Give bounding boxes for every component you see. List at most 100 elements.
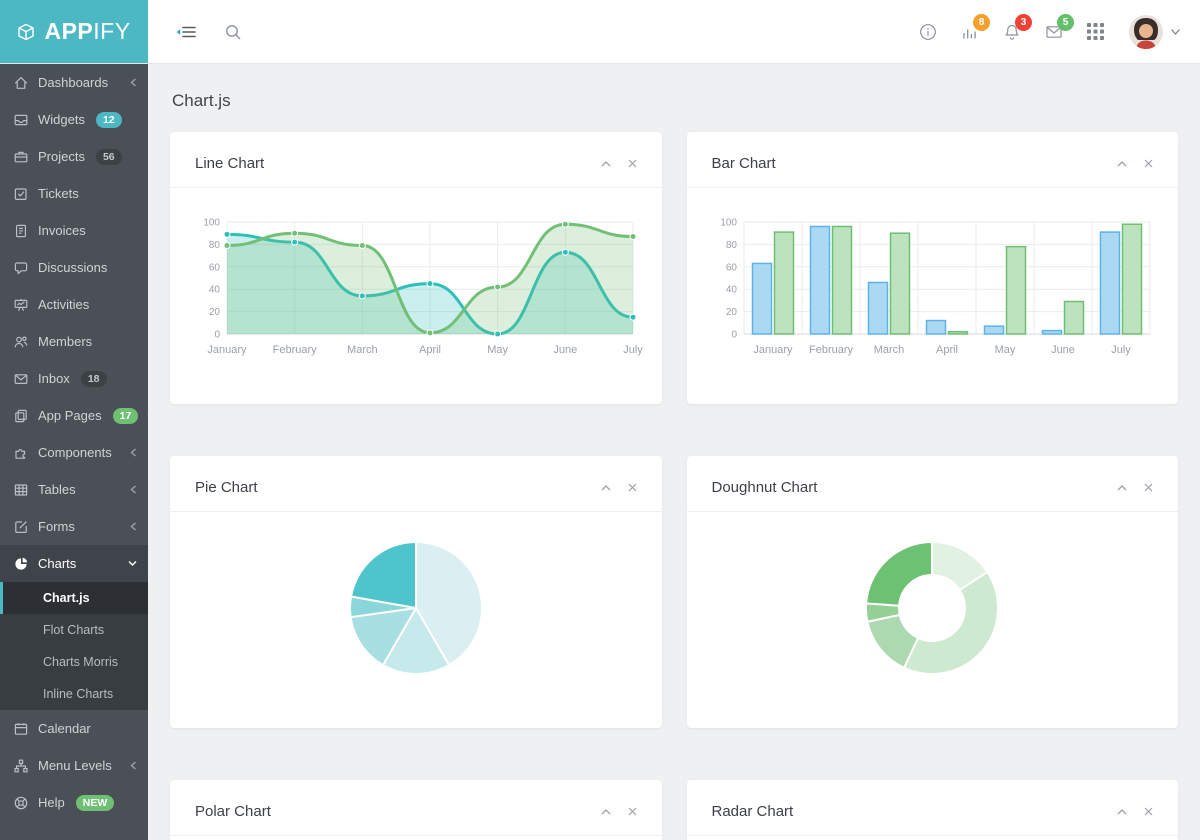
sidebar-item-label: App Pages bbox=[38, 408, 102, 423]
sidebar-item-activities[interactable]: Activities bbox=[0, 286, 148, 323]
sidebar-item-projects[interactable]: Projects 56 bbox=[0, 138, 148, 175]
sidebar-item-widgets[interactable]: Widgets 12 bbox=[0, 101, 148, 138]
sidebar-item-help[interactable]: Help NEW bbox=[0, 784, 148, 821]
card-title: Pie Chart bbox=[195, 479, 258, 496]
svg-text:May: May bbox=[487, 344, 508, 356]
search-button[interactable] bbox=[224, 23, 242, 41]
brand-name-light: IFY bbox=[93, 18, 131, 44]
sidebar-item-discussions[interactable]: Discussions bbox=[0, 249, 148, 286]
briefcase-icon bbox=[14, 151, 28, 162]
navbar-left bbox=[148, 0, 919, 63]
card-header: Radar Chart bbox=[686, 780, 1178, 836]
sidebar-item-label: Tables bbox=[38, 482, 76, 497]
svg-text:40: 40 bbox=[209, 285, 221, 296]
doughnut-chart-canvas bbox=[865, 541, 1000, 675]
messages-badge: 5 bbox=[1057, 13, 1074, 31]
close-button[interactable] bbox=[628, 807, 637, 816]
messages-button[interactable]: 5 bbox=[1045, 13, 1074, 41]
svg-text:July: July bbox=[623, 344, 643, 356]
chevron-left-icon bbox=[130, 485, 136, 494]
collapse-button[interactable] bbox=[601, 807, 611, 816]
sidebar-item-members[interactable]: Members bbox=[0, 323, 148, 360]
pages-icon bbox=[15, 409, 27, 422]
submenu-item-label: Inline Charts bbox=[43, 687, 114, 701]
info-button[interactable] bbox=[919, 23, 937, 41]
bar-chart-card: Bar Chart 0 20 40 60 80 100 January February Mar… bbox=[686, 132, 1179, 404]
sidebar-item-app-pages[interactable]: App Pages 17 bbox=[0, 397, 148, 434]
chevron-left-icon bbox=[130, 448, 136, 457]
svg-text:40: 40 bbox=[725, 285, 737, 296]
card-tools bbox=[601, 807, 637, 816]
apps-grid-button[interactable] bbox=[1087, 23, 1104, 40]
doughnut-chart-card: Doughnut Chart bbox=[686, 456, 1178, 728]
card-body bbox=[170, 512, 662, 690]
stats-badge: 8 bbox=[973, 13, 990, 31]
sidebar-item-forms[interactable]: Forms bbox=[0, 508, 148, 545]
inbox-badge: 18 bbox=[80, 370, 107, 387]
svg-text:0: 0 bbox=[731, 330, 737, 341]
collapse-button[interactable] bbox=[1117, 807, 1127, 816]
collapse-button[interactable] bbox=[1117, 483, 1127, 492]
close-button[interactable] bbox=[1144, 807, 1153, 816]
cards-grid: Line Chart 0 20 40 60 80 100 January February Ma… bbox=[170, 132, 1178, 840]
search-icon bbox=[226, 24, 241, 39]
sidebar-item-charts[interactable]: Charts bbox=[0, 545, 148, 582]
sidebar-item-components[interactable]: Components bbox=[0, 434, 148, 471]
collapse-button[interactable] bbox=[1117, 159, 1127, 168]
sidebar: Dashboards Widgets 12 Projects 56 Ticket… bbox=[0, 64, 148, 840]
card-title: Polar Chart bbox=[195, 803, 271, 820]
sidebar-item-menu-levels[interactable]: Menu Levels bbox=[0, 747, 148, 784]
sidebar-item-label: Invoices bbox=[38, 223, 86, 238]
card-header: Pie Chart bbox=[170, 456, 662, 512]
card-body bbox=[687, 836, 1179, 840]
collapse-button[interactable] bbox=[601, 159, 611, 168]
sidebar-item-tables[interactable]: Tables bbox=[0, 471, 148, 508]
sidebar-item-inbox[interactable]: Inbox 18 bbox=[0, 360, 148, 397]
sidebar-item-label: Components bbox=[38, 445, 112, 460]
card-body: 0 20 40 60 80 100 January February March April May… bbox=[687, 188, 1179, 360]
brand-logo[interactable]: APPIFY bbox=[0, 0, 148, 63]
close-button[interactable] bbox=[1144, 483, 1153, 492]
svg-text:100: 100 bbox=[720, 218, 737, 229]
widgets-icon bbox=[14, 114, 28, 125]
svg-text:June: June bbox=[1051, 344, 1075, 356]
submenu-item-label: Chart.js bbox=[43, 591, 90, 605]
card-header: Doughnut Chart bbox=[686, 456, 1178, 512]
help-badge: NEW bbox=[75, 794, 115, 811]
close-button[interactable] bbox=[628, 159, 637, 168]
presentation-icon bbox=[14, 298, 28, 311]
submenu-item-charts-morris[interactable]: Charts Morris bbox=[0, 646, 148, 678]
menu-collapse-icon bbox=[176, 26, 196, 37]
radar-chart-card: Radar Chart bbox=[686, 780, 1179, 840]
notifications-button[interactable]: 3 bbox=[1003, 13, 1032, 41]
chevron-left-icon bbox=[130, 522, 136, 531]
card-title: Doughnut Chart bbox=[711, 479, 818, 496]
line-chart-canvas: 0 20 40 60 80 100 January February March April May… bbox=[203, 218, 643, 357]
card-tools bbox=[1117, 807, 1153, 816]
submenu-item-flot-charts[interactable]: Flot Charts bbox=[0, 614, 148, 646]
submenu-item-chartjs[interactable]: Chart.js bbox=[0, 582, 148, 614]
svg-text:January: January bbox=[753, 344, 793, 356]
users-icon bbox=[14, 336, 28, 347]
collapse-button[interactable] bbox=[601, 483, 611, 492]
svg-text:January: January bbox=[207, 344, 247, 356]
puzzle-icon bbox=[15, 448, 26, 459]
sidebar-item-tickets[interactable]: Tickets bbox=[0, 175, 148, 212]
svg-text:80: 80 bbox=[725, 240, 737, 251]
sidebar-item-invoices[interactable]: Invoices bbox=[0, 212, 148, 249]
sidebar-item-dashboards[interactable]: Dashboards bbox=[0, 64, 148, 101]
svg-text:April: April bbox=[935, 344, 957, 356]
info-icon bbox=[920, 23, 936, 40]
svg-text:0: 0 bbox=[214, 330, 220, 341]
sidebar-toggle-button[interactable] bbox=[174, 23, 198, 41]
invoice-icon bbox=[15, 224, 27, 237]
svg-text:March: March bbox=[873, 344, 904, 356]
close-button[interactable] bbox=[628, 483, 637, 492]
sidebar-item-calendar[interactable]: Calendar bbox=[0, 710, 148, 747]
submenu-item-inline-charts[interactable]: Inline Charts bbox=[0, 678, 148, 710]
widgets-badge: 12 bbox=[95, 111, 122, 128]
stats-button[interactable]: 8 bbox=[961, 13, 990, 41]
user-menu[interactable] bbox=[1128, 14, 1180, 50]
close-button[interactable] bbox=[1144, 159, 1153, 168]
